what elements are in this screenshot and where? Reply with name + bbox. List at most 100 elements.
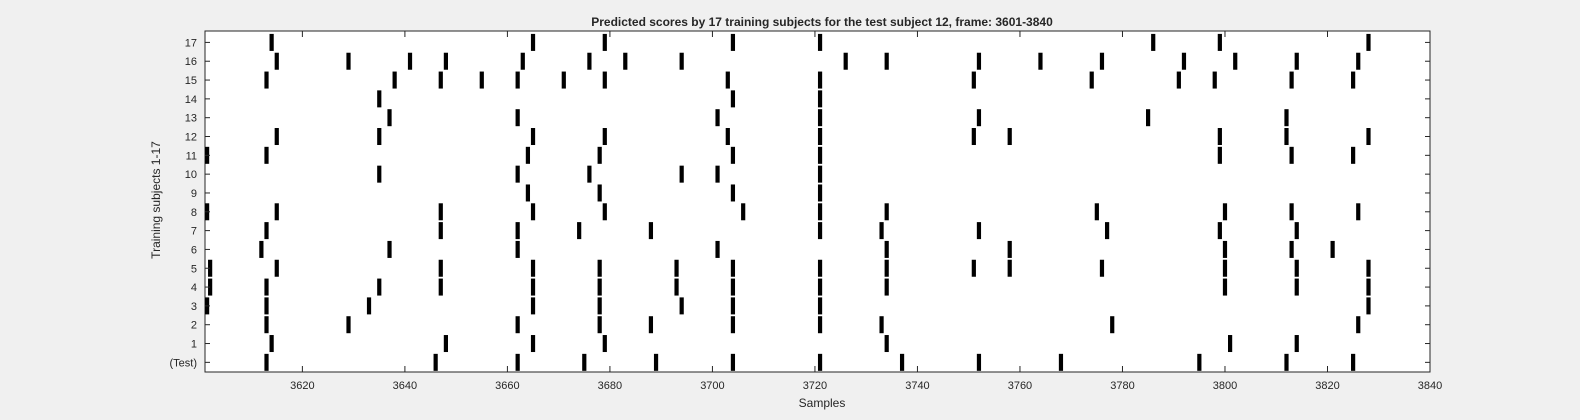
event-mark — [1089, 71, 1094, 89]
event-mark — [976, 353, 982, 371]
event-mark — [515, 165, 520, 183]
event-mark — [1038, 52, 1043, 70]
y-tick-label: 16 — [185, 56, 197, 68]
event-mark — [387, 240, 392, 258]
event-mark — [817, 71, 823, 89]
event-mark — [623, 52, 628, 70]
x-tick-label: 3760 — [1008, 380, 1032, 392]
x-tick-label: 3700 — [700, 380, 724, 392]
event-mark — [587, 165, 592, 183]
event-mark — [438, 259, 443, 277]
event-mark — [730, 353, 736, 371]
y-tick-label: 14 — [185, 94, 197, 106]
event-mark — [1356, 316, 1361, 334]
event-mark — [1289, 240, 1294, 258]
y-tick-label: 1 — [191, 339, 197, 351]
event-mark — [715, 165, 720, 183]
y-tick-label: 7 — [191, 226, 197, 238]
y-tick-label: 6 — [191, 244, 197, 256]
event-mark — [520, 52, 525, 70]
y-tick-label: (Test) — [170, 357, 198, 369]
event-mark — [817, 259, 823, 277]
event-mark — [602, 203, 607, 221]
event-mark — [817, 353, 823, 371]
y-tick-label: 17 — [185, 37, 197, 49]
event-mark — [392, 71, 397, 89]
x-tick-label: 3680 — [598, 380, 622, 392]
event-mark — [1366, 128, 1371, 146]
event-mark — [715, 109, 720, 127]
event-mark — [879, 222, 884, 240]
event-mark — [274, 259, 279, 277]
x-axis-label: Samples — [799, 396, 846, 410]
event-mark — [1146, 109, 1151, 127]
event-mark — [843, 52, 848, 70]
event-mark — [1094, 203, 1099, 221]
event-mark — [730, 90, 736, 108]
event-mark — [597, 278, 602, 296]
event-mark — [817, 90, 823, 108]
event-mark — [582, 353, 587, 371]
event-mark — [602, 335, 607, 353]
event-mark — [264, 71, 269, 89]
event-mark — [443, 335, 448, 353]
event-mark — [817, 109, 823, 127]
event-mark — [530, 128, 536, 146]
event-mark — [1366, 259, 1371, 277]
event-mark — [817, 297, 823, 315]
event-mark — [377, 128, 382, 146]
event-mark — [725, 71, 730, 89]
event-mark — [1284, 109, 1289, 127]
event-mark — [208, 278, 213, 296]
x-tick-label: 3780 — [1110, 380, 1134, 392]
event-mark — [1351, 146, 1356, 164]
event-mark — [525, 146, 531, 164]
x-tick-label: 3620 — [290, 380, 314, 392]
event-mark — [1217, 128, 1222, 146]
event-mark — [597, 297, 602, 315]
event-mark — [1222, 259, 1228, 277]
event-mark — [1294, 259, 1299, 277]
event-mark — [1356, 203, 1361, 221]
event-mark — [730, 278, 736, 296]
event-mark — [438, 71, 443, 89]
x-tick-labels: 3620 3640 3660 3680 3700 3720 3740 3760 3780 3800… — [290, 31, 1442, 392]
event-mark — [1222, 278, 1228, 296]
event-mark — [269, 335, 274, 353]
x-tick-label: 3800 — [1213, 380, 1237, 392]
y-tick-label: 13 — [185, 113, 197, 125]
x-tick-label: 3640 — [393, 380, 417, 392]
event-mark — [407, 52, 413, 70]
y-tick-label: 2 — [191, 320, 197, 332]
event-mark — [1294, 222, 1299, 240]
event-mark — [530, 203, 536, 221]
event-mark — [817, 222, 823, 240]
event-mark — [274, 52, 279, 70]
event-mark — [884, 240, 889, 258]
event-mark — [884, 278, 889, 296]
event-mark — [346, 316, 351, 334]
event-mark — [817, 128, 823, 146]
event-mark — [884, 52, 889, 70]
event-mark — [730, 259, 736, 277]
event-mark — [971, 128, 976, 146]
x-tick-label: 3820 — [1315, 380, 1339, 392]
event-mark — [679, 165, 684, 183]
event-mark — [730, 33, 736, 51]
event-mark — [1366, 297, 1371, 315]
event-mark — [479, 71, 484, 89]
event-mark — [1058, 353, 1064, 371]
event-mark — [1007, 259, 1012, 277]
event-mark — [366, 297, 372, 315]
event-mark — [1294, 278, 1299, 296]
event-mark — [602, 128, 607, 146]
event-mark — [730, 184, 736, 202]
y-tick-label: 11 — [186, 150, 197, 162]
event-mark — [525, 184, 531, 202]
event-mark — [648, 316, 654, 334]
event-mark — [443, 52, 448, 70]
event-mark — [561, 71, 566, 89]
event-mark — [884, 259, 889, 277]
event-mark — [817, 203, 823, 221]
